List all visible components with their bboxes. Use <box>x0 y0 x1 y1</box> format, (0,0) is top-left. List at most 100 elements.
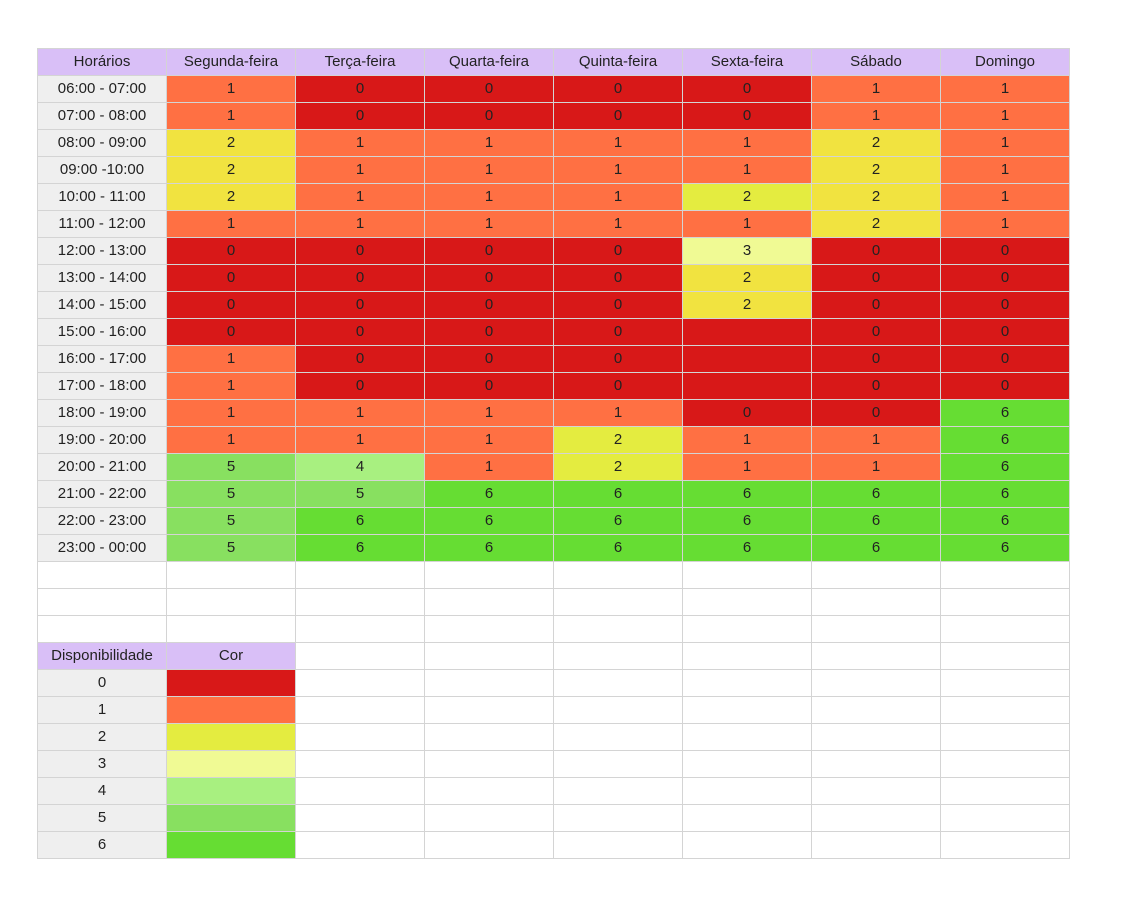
empty-cell[interactable] <box>424 831 554 859</box>
header-cell-horarios[interactable]: Horários <box>37 48 167 76</box>
empty-cell[interactable] <box>682 588 812 616</box>
legend-level-cell[interactable]: 0 <box>37 669 167 697</box>
availability-cell[interactable]: 2 <box>811 156 941 184</box>
availability-cell[interactable]: 2 <box>811 183 941 211</box>
availability-cell[interactable]: 1 <box>424 453 554 481</box>
empty-cell[interactable] <box>553 669 683 697</box>
availability-cell[interactable]: 0 <box>553 345 683 373</box>
empty-cell[interactable] <box>682 696 812 724</box>
availability-cell[interactable]: 0 <box>424 75 554 103</box>
legend-color-swatch[interactable] <box>166 750 296 778</box>
legend-level-cell[interactable]: 3 <box>37 750 167 778</box>
legend-color-swatch[interactable] <box>166 804 296 832</box>
availability-cell[interactable]: 0 <box>682 75 812 103</box>
empty-cell[interactable] <box>940 750 1070 778</box>
empty-cell[interactable] <box>682 615 812 643</box>
empty-cell[interactable] <box>424 723 554 751</box>
empty-cell[interactable] <box>811 804 941 832</box>
legend-level-cell[interactable]: 6 <box>37 831 167 859</box>
availability-cell[interactable]: 0 <box>424 345 554 373</box>
empty-cell[interactable] <box>166 615 296 643</box>
availability-cell[interactable]: 0 <box>682 399 812 427</box>
empty-cell[interactable] <box>553 831 683 859</box>
time-slot-cell[interactable]: 18:00 - 19:00 <box>37 399 167 427</box>
availability-cell[interactable]: 1 <box>424 129 554 157</box>
legend-level-cell[interactable]: 2 <box>37 723 167 751</box>
availability-cell[interactable]: 6 <box>553 507 683 535</box>
availability-cell[interactable]: 0 <box>553 264 683 292</box>
availability-cell[interactable]: 3 <box>682 237 812 265</box>
availability-cell[interactable]: 0 <box>811 372 941 400</box>
availability-cell[interactable]: 0 <box>424 264 554 292</box>
availability-cell[interactable]: 6 <box>811 507 941 535</box>
availability-cell[interactable]: 0 <box>940 372 1070 400</box>
availability-cell[interactable]: 0 <box>553 102 683 130</box>
header-cell-day[interactable]: Domingo <box>940 48 1070 76</box>
availability-cell[interactable]: 6 <box>940 534 1070 562</box>
empty-cell[interactable] <box>424 615 554 643</box>
empty-cell[interactable] <box>553 588 683 616</box>
availability-cell[interactable]: 0 <box>295 372 425 400</box>
time-slot-cell[interactable]: 13:00 - 14:00 <box>37 264 167 292</box>
availability-cell[interactable]: 1 <box>940 183 1070 211</box>
availability-cell[interactable]: 2 <box>682 291 812 319</box>
empty-cell[interactable] <box>940 642 1070 670</box>
availability-cell[interactable]: 0 <box>424 237 554 265</box>
availability-cell[interactable]: 6 <box>811 480 941 508</box>
empty-cell[interactable] <box>424 588 554 616</box>
time-slot-cell[interactable]: 06:00 - 07:00 <box>37 75 167 103</box>
empty-cell[interactable] <box>424 642 554 670</box>
availability-cell[interactable]: 0 <box>553 318 683 346</box>
empty-cell[interactable] <box>424 777 554 805</box>
availability-cell[interactable]: 5 <box>166 507 296 535</box>
availability-cell[interactable]: 6 <box>424 480 554 508</box>
empty-cell[interactable] <box>295 561 425 589</box>
empty-cell[interactable] <box>424 669 554 697</box>
availability-cell[interactable]: 1 <box>166 426 296 454</box>
availability-cell[interactable]: 1 <box>295 210 425 238</box>
availability-cell[interactable]: 2 <box>682 264 812 292</box>
empty-cell[interactable] <box>811 831 941 859</box>
availability-cell[interactable]: 1 <box>553 210 683 238</box>
availability-cell[interactable]: 0 <box>424 102 554 130</box>
availability-cell[interactable]: 0 <box>940 237 1070 265</box>
availability-cell[interactable]: 0 <box>811 237 941 265</box>
availability-cell[interactable]: 5 <box>166 480 296 508</box>
availability-cell[interactable]: 2 <box>166 156 296 184</box>
availability-cell[interactable]: 1 <box>166 345 296 373</box>
availability-cell[interactable]: 1 <box>295 156 425 184</box>
availability-cell[interactable]: 1 <box>166 75 296 103</box>
empty-cell[interactable] <box>553 615 683 643</box>
availability-cell[interactable]: 2 <box>811 210 941 238</box>
availability-cell[interactable]: 1 <box>295 399 425 427</box>
availability-cell[interactable] <box>682 345 812 373</box>
time-slot-cell[interactable]: 11:00 - 12:00 <box>37 210 167 238</box>
availability-cell[interactable]: 1 <box>553 399 683 427</box>
header-cell-day[interactable]: Quarta-feira <box>424 48 554 76</box>
availability-cell[interactable]: 6 <box>682 507 812 535</box>
empty-cell[interactable] <box>811 561 941 589</box>
availability-cell[interactable]: 0 <box>424 372 554 400</box>
availability-cell[interactable]: 6 <box>553 480 683 508</box>
availability-cell[interactable]: 0 <box>940 291 1070 319</box>
empty-cell[interactable] <box>682 831 812 859</box>
availability-cell[interactable]: 0 <box>682 102 812 130</box>
availability-cell[interactable]: 1 <box>940 129 1070 157</box>
empty-cell[interactable] <box>682 804 812 832</box>
empty-cell[interactable] <box>811 723 941 751</box>
time-slot-cell[interactable]: 09:00 -10:00 <box>37 156 167 184</box>
empty-cell[interactable] <box>940 561 1070 589</box>
availability-cell[interactable]: 1 <box>682 129 812 157</box>
empty-cell[interactable] <box>166 588 296 616</box>
availability-cell[interactable]: 2 <box>166 129 296 157</box>
empty-cell[interactable] <box>295 642 425 670</box>
empty-cell[interactable] <box>811 642 941 670</box>
time-slot-cell[interactable]: 07:00 - 08:00 <box>37 102 167 130</box>
availability-cell[interactable]: 1 <box>295 426 425 454</box>
availability-cell[interactable]: 0 <box>295 237 425 265</box>
time-slot-cell[interactable]: 10:00 - 11:00 <box>37 183 167 211</box>
availability-cell[interactable]: 1 <box>424 399 554 427</box>
legend-level-cell[interactable]: 1 <box>37 696 167 724</box>
time-slot-cell[interactable]: 17:00 - 18:00 <box>37 372 167 400</box>
availability-cell[interactable]: 0 <box>295 75 425 103</box>
